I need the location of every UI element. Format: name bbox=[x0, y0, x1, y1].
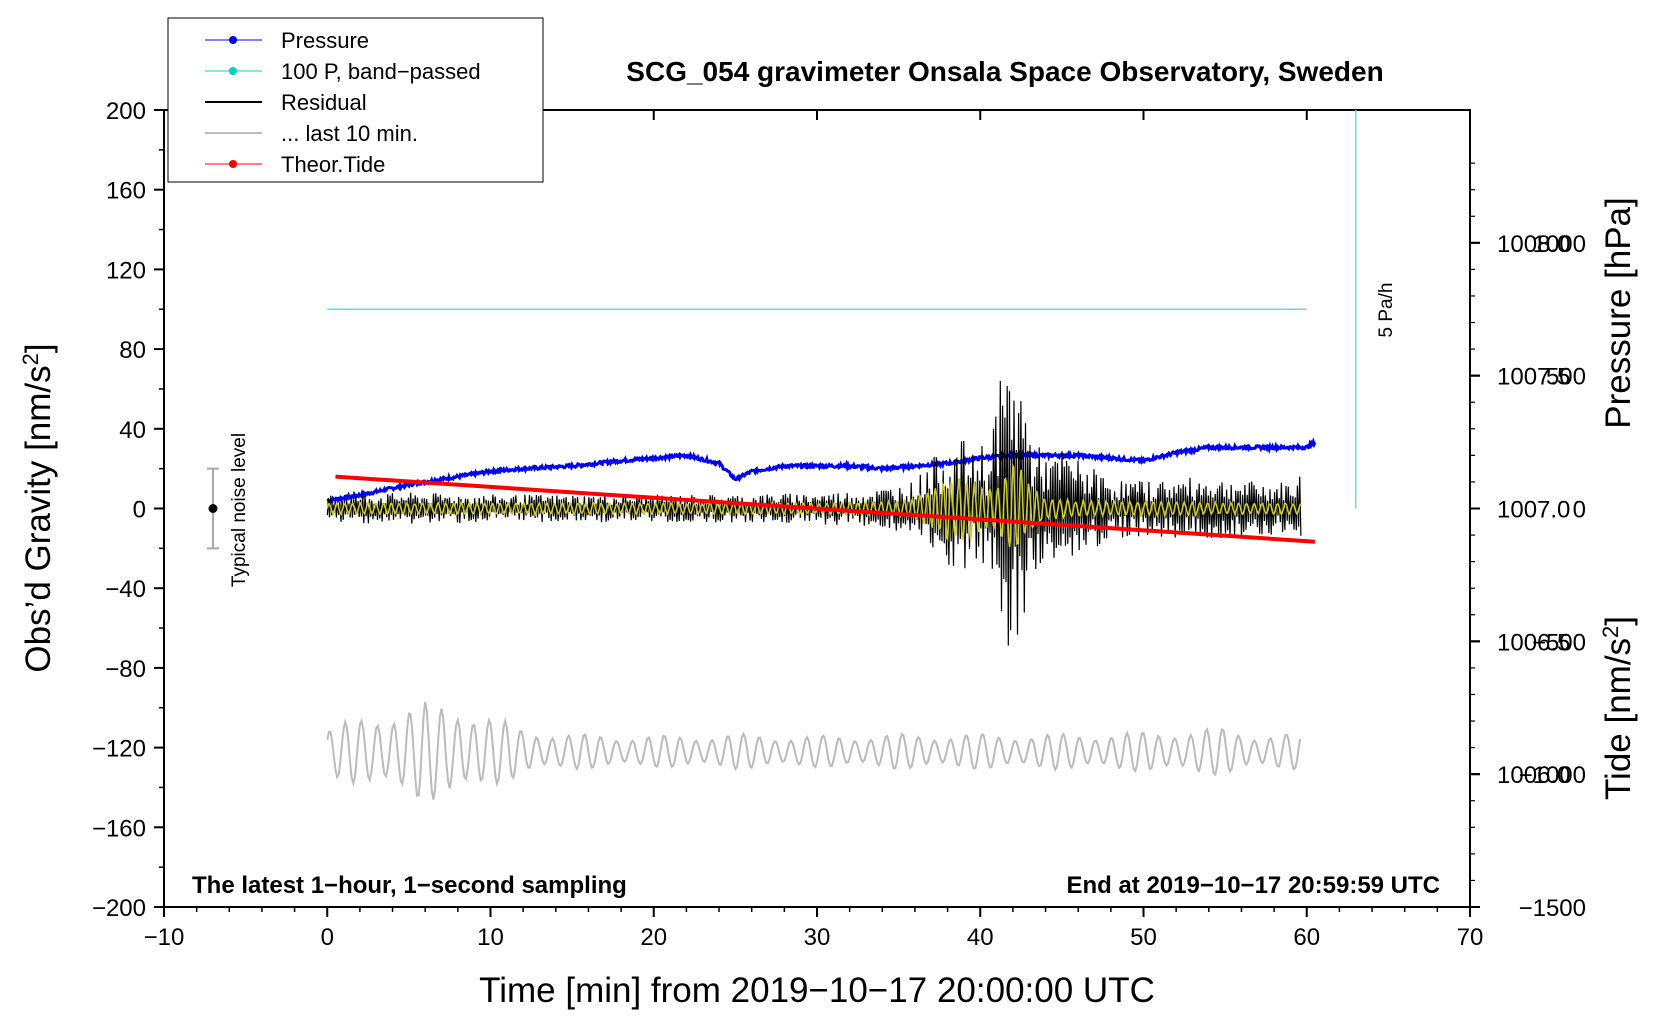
annotation-end-time: End at 2019−10−17 20:59:59 UTC bbox=[1066, 872, 1440, 899]
legend-label: ... last 10 min. bbox=[281, 121, 418, 146]
tide-tick-label: −500 bbox=[1532, 629, 1586, 656]
x-axis-label: Time [min] from 2019−10−17 20:00:00 UTC bbox=[479, 971, 1155, 1010]
tide-tick-label: −1000 bbox=[1519, 762, 1586, 789]
pressure-tick-label: 1006.0 bbox=[1497, 762, 1570, 789]
y-tick-label: −40 bbox=[105, 576, 146, 603]
y-tick-label: −80 bbox=[105, 656, 146, 683]
x-tick-label: −10 bbox=[144, 924, 185, 951]
y-tick-label: 40 bbox=[119, 417, 146, 444]
rate-label: 5 Pa/h bbox=[1376, 283, 1397, 338]
legend-marker bbox=[229, 36, 237, 44]
x-tick-label: 0 bbox=[321, 924, 334, 951]
legend-marker bbox=[229, 160, 237, 168]
y-tick-label: 120 bbox=[106, 257, 146, 284]
series-last-10-min-line bbox=[326, 701, 1302, 800]
x-tick-label: 10 bbox=[477, 924, 504, 951]
y-tick-label: −120 bbox=[92, 736, 146, 763]
series-residual-bandpassed-line bbox=[326, 463, 1303, 548]
y-tick-label: 80 bbox=[119, 337, 146, 364]
x-tick-label: 20 bbox=[640, 924, 667, 951]
pressure-tick-label: 1007.0 bbox=[1497, 497, 1570, 524]
pressure-tick-label: 1006.5 bbox=[1497, 629, 1570, 656]
x-tick-label: 50 bbox=[1130, 924, 1157, 951]
x-tick-label: 40 bbox=[967, 924, 994, 951]
series-layer bbox=[206, 110, 1357, 800]
legend-label: Residual bbox=[281, 90, 367, 115]
y-tick-label: 200 bbox=[106, 98, 146, 125]
pressure-tick-label: 1007.5 bbox=[1497, 364, 1570, 391]
noise-bar-dot bbox=[208, 504, 218, 513]
noise-level-label: Typical noise level bbox=[229, 433, 250, 587]
legend-label: 100 P, band−passed bbox=[281, 59, 481, 84]
tide-tick-label: 1000 bbox=[1533, 231, 1586, 258]
series-residual-line bbox=[326, 380, 1302, 646]
tide-tick-label: −1500 bbox=[1519, 895, 1586, 922]
y-axis-label-tide: Tide [nm/s2] bbox=[1598, 616, 1639, 800]
tick-labels: −10 0 10 20 30 40 50 60 70 200 160 120 80 40 0 −40 −80 −1… bbox=[92, 98, 1586, 951]
annotation-sampling: The latest 1−hour, 1−second sampling bbox=[192, 872, 627, 899]
legend-box bbox=[167, 17, 544, 183]
series-theor-tide-line bbox=[335, 474, 1316, 544]
y-tick-label: −200 bbox=[92, 895, 146, 922]
tide-tick-label: 0 bbox=[1573, 497, 1586, 524]
x-tick-label: 60 bbox=[1293, 924, 1320, 951]
legend: Pressure 100 P, band−passed Residual ... la… bbox=[167, 17, 544, 183]
x-tick-label: 70 bbox=[1457, 924, 1484, 951]
legend-label: Theor.Tide bbox=[281, 152, 385, 177]
y-tick-label: 160 bbox=[106, 178, 146, 205]
y-axis-label-pressure: Pressure [hPa] bbox=[1599, 197, 1638, 429]
x-tick-label: 30 bbox=[804, 924, 831, 951]
pressure-tick-label: 1008.0 bbox=[1497, 231, 1570, 258]
chart-title: SCG_054 gravimeter Onsala Space Observat… bbox=[626, 56, 1383, 87]
series-pressure-line bbox=[326, 437, 1317, 505]
legend-marker bbox=[229, 67, 237, 75]
y-tick-label: −160 bbox=[92, 815, 146, 842]
y-axis-label-gravity: Obs’d Gravity [nm/s2] bbox=[18, 343, 59, 672]
y-tick-label: 0 bbox=[133, 497, 146, 524]
legend-label: Pressure bbox=[281, 28, 369, 53]
tide-tick-label: 500 bbox=[1546, 364, 1586, 391]
